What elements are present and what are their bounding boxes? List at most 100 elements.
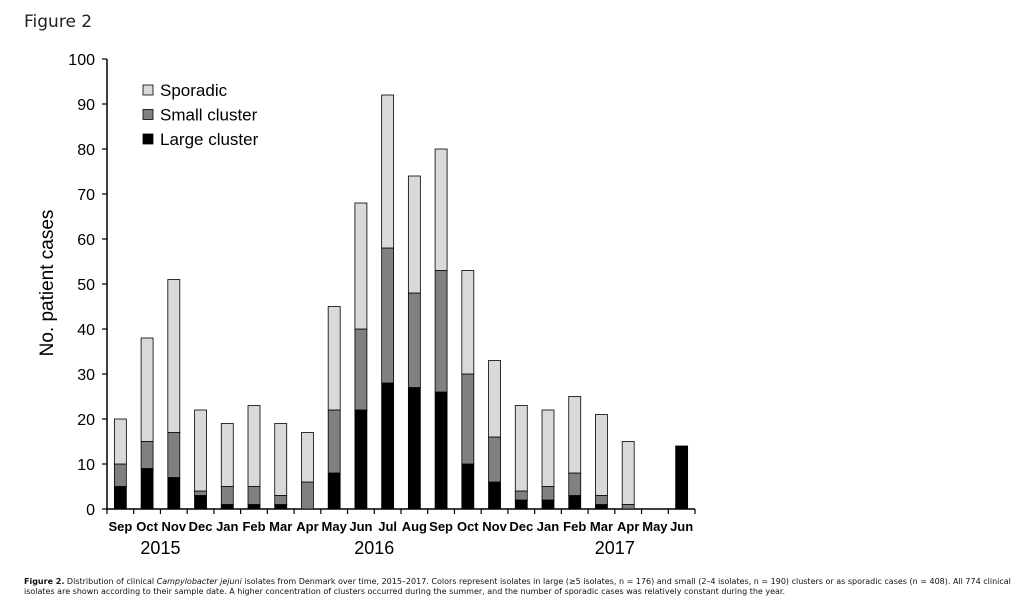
y-tick-label: 90 [77,97,95,114]
bar-sporadic [461,270,475,375]
stacked-bar-chart: Sep Oct Nov Dec Jan Feb Mar Apr May Jun Jul Aug Sep O… [37,52,696,558]
bar-sporadic [220,423,234,487]
x-tick-label: Sep [429,519,453,534]
x-tick-label: Mar [269,519,292,534]
caption-species: Campylobacter jejuni [156,577,242,586]
y-tick-label: 100 [68,52,95,69]
x-tick-label: Apr [617,519,639,534]
bar-sporadic [301,432,314,483]
bar-large-cluster [595,504,608,510]
x-tick-label: Nov [482,519,507,534]
x-tick-label: Dec [509,519,533,534]
x-tick-label: Feb [242,519,265,534]
bar-sporadic [541,409,555,487]
bar-sporadic [140,337,154,442]
bar-sporadic [568,396,582,474]
bar-sporadic [595,414,608,496]
bar-large-cluster [167,477,181,510]
figure-caption: Figure 2. Distribution of clinical Campy… [24,577,1030,597]
bar-large-cluster [488,481,501,510]
x-tick-label: Jan [216,519,238,534]
x-tick-labels: Sep Oct Nov Dec Jan Feb Mar Apr May Jun Jul Aug Sep O… [108,519,693,534]
bar-small-cluster [247,486,261,505]
bar-small-cluster [621,504,635,510]
bar-large-cluster [675,445,689,510]
x-tick-label: May [322,519,348,534]
x-tick-label: Jul [378,519,397,534]
bar-large-cluster [514,499,528,510]
bar-small-cluster [140,441,154,469]
legend-label: Small cluster [160,106,258,125]
legend-label: Sporadic [160,81,228,100]
bar-large-cluster [274,504,288,510]
x-tick-label: Oct [457,519,479,534]
x-tick-label: Apr [296,519,318,534]
bar-large-cluster [140,468,154,510]
x-tick-label: Aug [402,519,427,534]
bar-large-cluster [541,499,555,510]
bars [113,94,689,510]
bar-small-cluster [595,495,608,505]
caption-label: Figure 2. [24,577,65,586]
bar-large-cluster [194,495,207,510]
bar-sporadic [167,279,181,433]
y-tick-label: 30 [77,367,95,384]
legend-swatch [142,84,154,96]
bar-large-cluster [247,504,261,510]
bar-small-cluster [354,328,368,411]
bar-small-cluster [301,481,314,510]
x-tick-label: Jan [537,519,559,534]
bar-large-cluster [354,409,368,510]
y-tick-label: 20 [77,412,95,429]
bar-sporadic [354,202,368,330]
x-tick-label: Mar [590,519,613,534]
year-label: 2016 [354,538,394,558]
year-label: 2015 [140,538,180,558]
x-tick-label: Jun [349,519,372,534]
y-tick-label: 60 [77,232,95,249]
year-label: 2017 [595,538,635,558]
bar-small-cluster [381,247,395,384]
y-tick-label: 10 [77,457,95,474]
y-tick-label: 50 [77,277,95,294]
bar-small-cluster [167,432,181,478]
bar-sporadic [274,423,288,496]
bar-sporadic [327,306,341,411]
y-tick-labels: 0 10 20 30 40 50 60 70 80 90 100 [68,52,95,519]
bar-sporadic [621,441,635,505]
legend-label: Large cluster [160,130,259,149]
bar-large-cluster [568,495,582,510]
bar-small-cluster [327,409,341,474]
bar-small-cluster [541,486,555,501]
x-tick-label: May [642,519,668,534]
y-tick-label: 0 [86,502,95,519]
y-axis-label: No. patient cases [37,210,58,357]
bar-small-cluster [274,495,288,505]
bar-small-cluster [461,373,475,465]
x-tick-label: Sep [108,519,132,534]
bar-large-cluster [327,472,341,510]
year-labels: 2015 2016 2017 [140,538,634,558]
bar-small-cluster [194,490,207,496]
bar-large-cluster [407,387,421,510]
bar-sporadic [113,418,127,465]
caption-text-1: Distribution of clinical [64,577,157,586]
legend-swatch [142,109,154,120]
bar-small-cluster [514,490,528,501]
bar-small-cluster [488,436,501,483]
bar-sporadic [488,360,501,438]
bar-sporadic [247,405,261,487]
bar-small-cluster [113,463,127,487]
bar-small-cluster [434,270,448,393]
bar-sporadic [194,409,207,492]
caption-text-2: isolates from Denmark over time, 2015–20… [24,577,1011,596]
bar-small-cluster [220,486,234,505]
legend: Sporadic Small cluster Large cluster [142,81,259,149]
bar-large-cluster [113,486,127,510]
y-tick-label: 70 [77,187,95,204]
x-tick-label: Jun [670,519,693,534]
bar-sporadic [407,175,421,294]
x-tick-label: Nov [162,519,187,534]
figure-label: Figure 2 [24,12,93,32]
x-tick-label: Oct [136,519,158,534]
